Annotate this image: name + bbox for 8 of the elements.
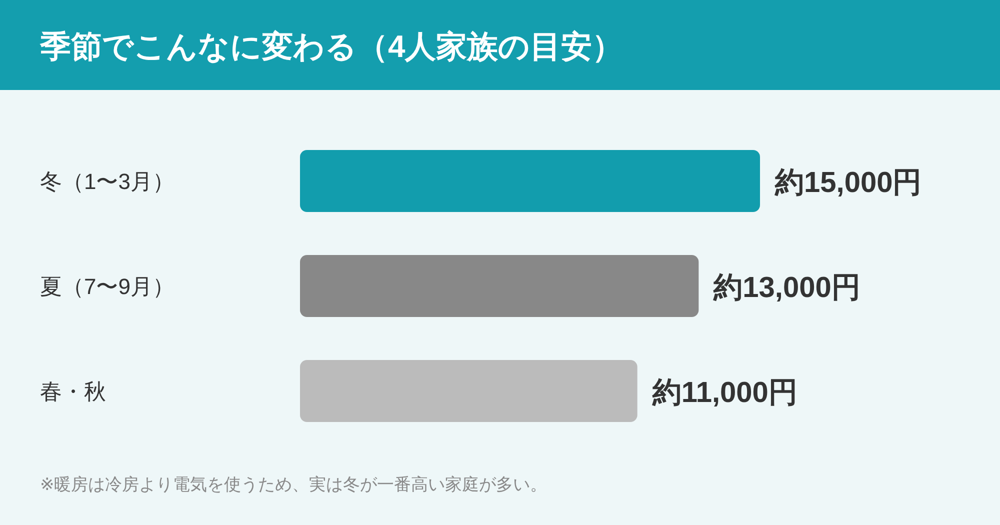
category-label: 春・秋: [40, 379, 106, 404]
value-label: 約15,000円: [775, 167, 922, 199]
category-label: 夏（7〜9月）: [40, 274, 174, 299]
value-label: 約13,000円: [714, 272, 860, 304]
value-label: 約11,000円: [652, 377, 798, 409]
category-label: 冬（1〜3月）: [40, 169, 174, 194]
title: 季節でこんなに変わる（4人家族の目安）: [40, 29, 624, 64]
annotation: ※暖房は冷房より電気を使うため、実は冬が一番高い家庭が多い。: [40, 475, 548, 494]
